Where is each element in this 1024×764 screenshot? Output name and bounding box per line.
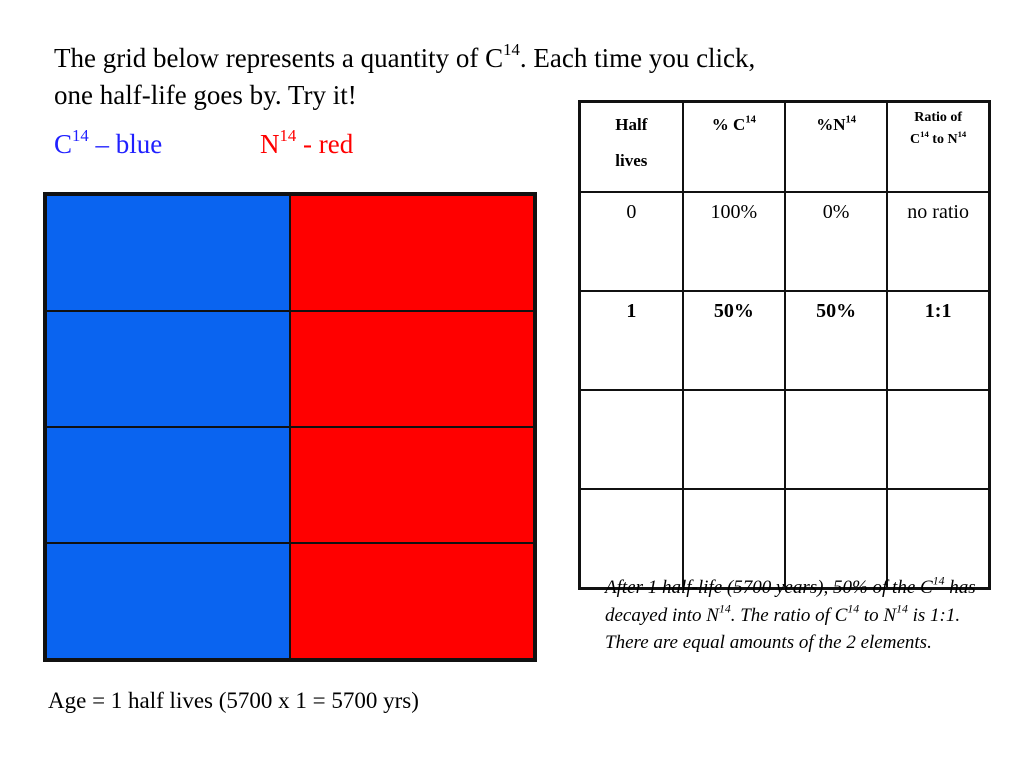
table-row: 1 50% 50% 1:1 bbox=[578, 290, 991, 391]
table-header-row: Half lives % C14 %N14 Ratio of C14 to N14 bbox=[578, 100, 991, 193]
header-percent-c14: % C14 bbox=[681, 100, 787, 193]
header-half-lives-line-1: Half bbox=[615, 115, 648, 134]
note-superscript-4: 14 bbox=[896, 602, 908, 616]
note-text-4: to N bbox=[859, 604, 897, 626]
header-percent-n14: %N14 bbox=[783, 100, 889, 193]
cell-half-lives bbox=[578, 488, 684, 590]
cell-percent-n14 bbox=[783, 389, 889, 490]
grid-cell-n14[interactable] bbox=[290, 195, 534, 311]
intro-line-2: one half-life goes by. Try it! bbox=[54, 80, 357, 110]
note-superscript-3: 14 bbox=[847, 602, 860, 616]
legend-c14-label: – blue bbox=[88, 129, 163, 159]
cell-half-lives: 0 bbox=[578, 191, 684, 292]
cell-percent-c14 bbox=[681, 488, 787, 590]
cell-percent-c14: 100% bbox=[681, 191, 787, 292]
color-legend: C14 – blue N14 - red bbox=[54, 125, 353, 160]
cell-percent-n14: 50% bbox=[783, 290, 889, 391]
legend-n14-superscript: 14 bbox=[279, 125, 297, 145]
cell-ratio bbox=[886, 488, 991, 590]
table-row: 0 100% 0% no ratio bbox=[578, 191, 991, 292]
cell-ratio: 1:1 bbox=[886, 290, 991, 391]
cell-percent-n14: 0% bbox=[783, 191, 889, 292]
cell-percent-c14: 50% bbox=[681, 290, 787, 391]
header-percent-n14-superscript: 14 bbox=[845, 114, 857, 126]
table-row bbox=[578, 488, 991, 590]
note-superscript-1: 14 bbox=[932, 574, 945, 588]
legend-n14: N14 - red bbox=[260, 125, 354, 160]
note-text-2: has decayed into N bbox=[605, 577, 976, 626]
header-percent-c14-text: % C bbox=[711, 115, 746, 134]
header-ratio-c: C bbox=[910, 132, 921, 147]
legend-n14-symbol: N bbox=[260, 129, 280, 159]
cell-percent-n14 bbox=[783, 488, 889, 590]
cell-percent-c14 bbox=[681, 389, 787, 490]
header-ratio-n-superscript: 14 bbox=[957, 128, 967, 139]
header-ratio-c-superscript: 14 bbox=[920, 128, 929, 139]
grid-cell-c14[interactable] bbox=[46, 195, 290, 311]
legend-c14-symbol: C bbox=[54, 129, 73, 159]
half-life-grid[interactable] bbox=[43, 192, 537, 662]
note-text-3: . The ratio of C bbox=[730, 604, 848, 626]
cell-half-lives bbox=[578, 389, 684, 490]
half-life-table: Half lives % C14 %N14 Ratio of C14 to N14 … bbox=[578, 100, 991, 590]
note-text-1: After 1 half-life (5700 years), 50% of t… bbox=[605, 577, 933, 598]
grid-cell-n14[interactable] bbox=[290, 427, 534, 543]
cell-half-lives: 1 bbox=[578, 290, 684, 391]
intro-line-1-tail: . Each time you click, bbox=[519, 43, 756, 73]
note-text-5: is 1:1. There are equal amounts of the 2… bbox=[605, 604, 961, 654]
header-percent-c14-superscript: 14 bbox=[745, 114, 756, 126]
header-half-lives: Half lives bbox=[578, 100, 684, 193]
legend-n14-label: - red bbox=[296, 129, 354, 159]
intro-line-1-superscript: 14 bbox=[503, 39, 520, 59]
legend-c14: C14 – blue bbox=[54, 125, 163, 159]
grid-cell-c14[interactable] bbox=[46, 543, 290, 659]
header-percent-n14-text: %N bbox=[816, 115, 846, 134]
header-half-lives-line-2: lives bbox=[615, 151, 648, 170]
intro-line-1: The grid below represents a quantity of … bbox=[54, 40, 974, 77]
intro-text: The grid below represents a quantity of … bbox=[54, 40, 974, 114]
grid-cell-c14[interactable] bbox=[46, 427, 290, 543]
grid-cell-c14[interactable] bbox=[46, 311, 290, 427]
legend-c14-superscript: 14 bbox=[72, 125, 89, 145]
note-superscript-2: 14 bbox=[718, 602, 731, 616]
grid-cell-n14[interactable] bbox=[290, 543, 534, 659]
age-label: Age = 1 half lives (5700 x 1 = 5700 yrs) bbox=[48, 688, 419, 713]
intro-line-1-text: The grid below represents a quantity of … bbox=[54, 43, 504, 73]
cell-ratio: no ratio bbox=[886, 191, 991, 292]
cell-ratio bbox=[886, 389, 991, 490]
header-ratio-to-n: to N bbox=[928, 132, 958, 147]
header-ratio-line-1: Ratio of bbox=[914, 110, 963, 125]
explanation-note: After 1 half-life (5700 years), 50% of t… bbox=[605, 574, 995, 657]
table-row bbox=[578, 389, 991, 490]
grid-cell-n14[interactable] bbox=[290, 311, 534, 427]
header-ratio: Ratio of C14 to N14 bbox=[886, 100, 991, 193]
